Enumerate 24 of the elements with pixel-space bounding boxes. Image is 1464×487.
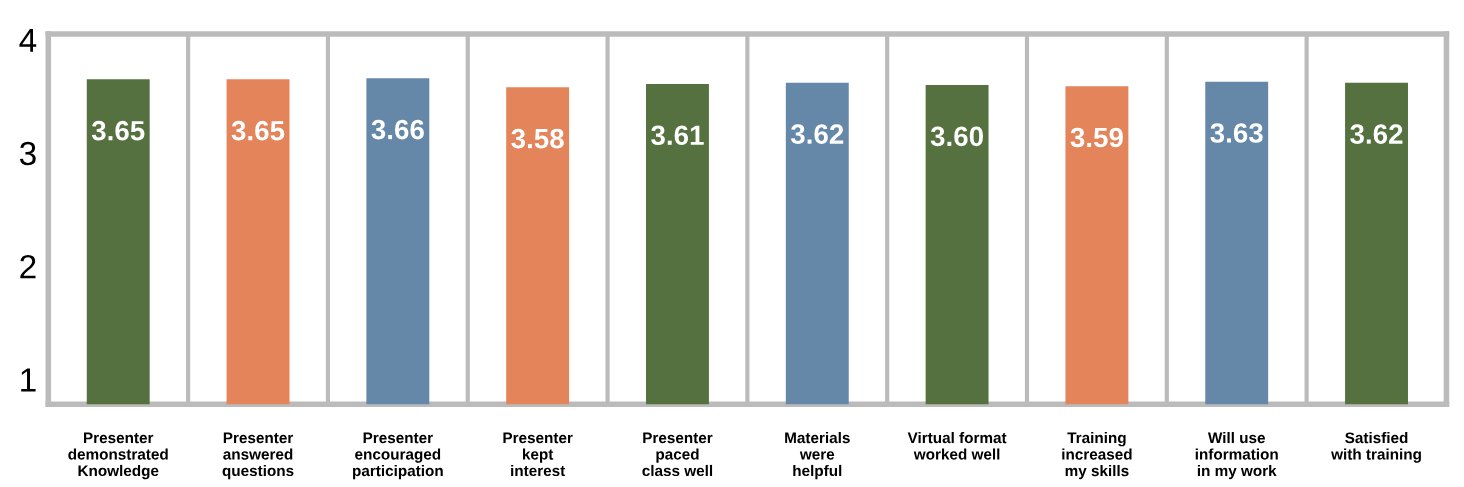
data-label: 3.61 — [651, 125, 704, 146]
data-label: 3.59 — [1070, 127, 1123, 148]
x-tick-label: Virtual format worked well — [907, 431, 1007, 460]
data-label: 3.65 — [231, 120, 285, 141]
data-label: 3.62 — [1350, 124, 1403, 144]
x-tick-label: Presenter encouraged participation — [353, 432, 443, 480]
x-tick-label: Presenter paced class well — [642, 432, 713, 477]
data-label: 3.66 — [371, 119, 424, 140]
x-tick-label: Satisfied with training — [1331, 431, 1421, 463]
data-label: 3.62 — [790, 124, 844, 144]
y-tick-label: 3 — [19, 141, 36, 166]
data-label: 3.58 — [511, 128, 564, 149]
x-tick-label: Presenter answered questions — [222, 432, 294, 480]
x-tick-label: Will use information in my work — [1195, 431, 1278, 480]
data-label: 3.60 — [930, 126, 983, 147]
y-tick-label: 1 — [21, 368, 36, 392]
y-tick-label: 2 — [20, 254, 36, 279]
x-tick-label: Presenter kept interest — [503, 432, 573, 477]
x-tick-label: Training increased my skills — [1062, 431, 1132, 480]
data-label: 3.63 — [1210, 123, 1263, 143]
x-tick-label: Materials were helpful — [785, 431, 850, 480]
data-label: 3.65 — [91, 120, 145, 141]
y-tick-label: 4 — [19, 28, 37, 52]
x-tick-label: Presenter demonstrated Knowledge — [68, 432, 168, 480]
